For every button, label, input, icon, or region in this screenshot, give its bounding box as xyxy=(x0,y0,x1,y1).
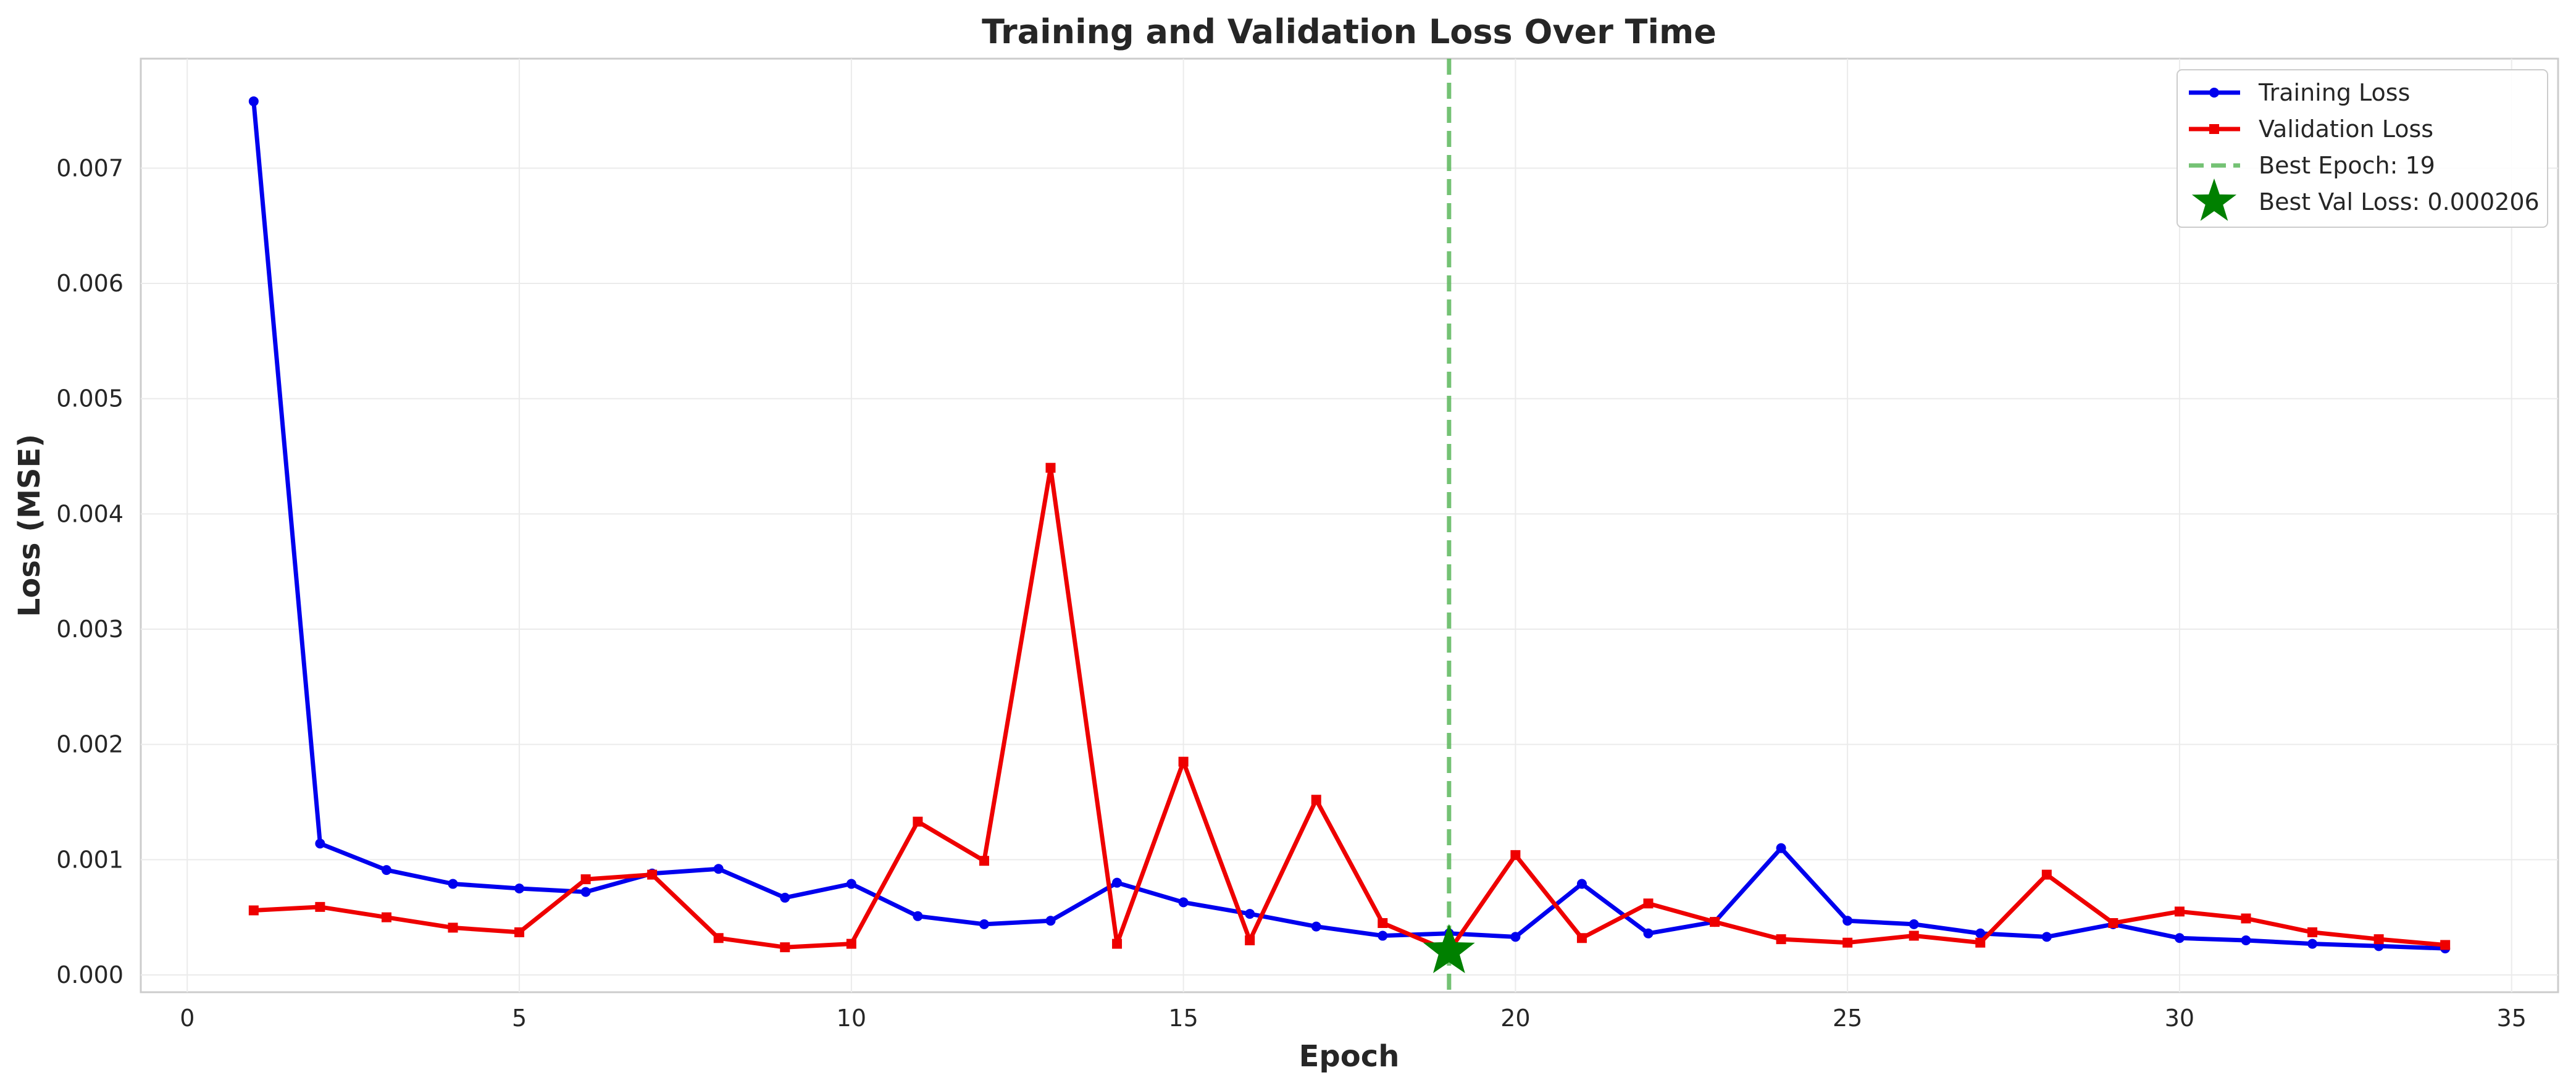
validation-loss-point xyxy=(1311,795,1321,805)
validation-loss-point xyxy=(913,816,923,827)
y-tick-label: 0.004 xyxy=(56,500,123,527)
training-loss-point xyxy=(1510,932,1521,942)
validation-loss-point xyxy=(1510,850,1521,860)
validation-loss-point xyxy=(2440,940,2451,950)
validation-loss-point xyxy=(1776,934,1786,945)
training-loss-point xyxy=(448,879,458,889)
training-loss-point xyxy=(846,879,856,889)
legend-validation-marker xyxy=(2209,124,2219,134)
x-axis-label: Epoch xyxy=(1299,1039,1400,1074)
legend-best-val-star xyxy=(2191,178,2237,221)
training-loss-point xyxy=(1776,843,1786,853)
training-loss-point xyxy=(1245,909,1255,919)
legend-training-marker xyxy=(2209,88,2219,98)
training-loss-point xyxy=(1643,928,1654,938)
x-tick-label: 30 xyxy=(2165,1005,2194,1032)
training-loss-point xyxy=(2174,933,2185,943)
training-loss-point xyxy=(514,884,525,893)
x-tick-label: 15 xyxy=(1168,1005,1198,1032)
y-tick-label: 0.007 xyxy=(56,154,123,182)
validation-loss-point xyxy=(2241,913,2251,924)
training-loss-point xyxy=(1178,897,1189,908)
validation-loss-point xyxy=(647,869,658,880)
y-tick-label: 0.003 xyxy=(56,616,123,643)
validation-loss-point xyxy=(1710,917,1720,927)
validation-loss-point xyxy=(1842,937,1853,948)
y-tick-label: 0.006 xyxy=(56,270,123,297)
training-loss-point xyxy=(315,838,325,849)
training-loss-point xyxy=(1909,919,1919,929)
validation-loss-point xyxy=(1643,898,1654,909)
validation-loss-point xyxy=(2108,918,2118,928)
x-tick-label: 35 xyxy=(2497,1005,2527,1032)
validation-loss-point xyxy=(780,942,790,953)
validation-loss-point xyxy=(381,912,391,922)
x-tick-label: 5 xyxy=(512,1005,527,1032)
validation-loss-point xyxy=(1378,918,1388,928)
training-loss-point xyxy=(1378,930,1388,941)
training-loss-point xyxy=(713,864,724,874)
training-loss-point xyxy=(1045,916,1056,926)
training-loss-point xyxy=(2307,938,2318,949)
validation-loss-point xyxy=(2174,906,2185,917)
validation-loss-series xyxy=(248,462,2451,956)
training-loss-line xyxy=(251,101,2446,951)
x-tick-label: 10 xyxy=(837,1005,866,1032)
series-layer xyxy=(248,59,2451,992)
validation-loss-point xyxy=(514,927,525,937)
y-tick-label: 0.001 xyxy=(56,846,123,873)
validation-loss-point xyxy=(448,922,458,933)
y-axis-label: Loss (MSE) xyxy=(12,434,47,617)
validation-loss-line xyxy=(253,466,2446,953)
training-loss-point xyxy=(2241,935,2251,945)
training-loss-point xyxy=(979,919,989,929)
y-tick-label: 0.005 xyxy=(56,385,123,412)
validation-loss-point xyxy=(1909,930,1919,941)
validation-loss-point xyxy=(1178,756,1189,767)
x-tick-label: 25 xyxy=(1833,1005,1862,1032)
validation-loss-point xyxy=(846,938,856,949)
validation-loss-point xyxy=(1245,935,1255,945)
validation-loss-point xyxy=(315,901,325,912)
validation-loss-point xyxy=(580,874,591,885)
best-val-star xyxy=(1423,924,1475,974)
training-loss-point xyxy=(1975,928,1986,938)
training-loss-point xyxy=(780,892,790,903)
legend: Training Loss Validation Loss Best Epoch… xyxy=(2177,69,2548,228)
validation-loss-point xyxy=(713,933,724,943)
chart-title: Training and Validation Loss Over Time xyxy=(982,12,1717,51)
tick-labels: 0 5 10 15 20 25 30 35 0.000 0.001 0.002 0.003 0.004 0… xyxy=(56,154,2527,1032)
y-tick-label: 0.000 xyxy=(56,961,123,989)
legend-best-epoch-label: Best Epoch: 19 xyxy=(2259,152,2435,179)
validation-loss-point xyxy=(979,856,989,866)
validation-loss-point xyxy=(1975,937,1986,948)
training-loss-point xyxy=(381,865,391,876)
x-tick-label: 20 xyxy=(1500,1005,1530,1032)
training-loss-point xyxy=(1842,916,1853,926)
validation-loss-point xyxy=(1112,938,1123,949)
x-tick-label: 0 xyxy=(180,1005,194,1032)
validation-loss-point xyxy=(1045,462,1056,473)
legend-best-val-label: Best Val Loss: 0.000206 xyxy=(2259,188,2540,215)
plot-area xyxy=(140,57,2559,993)
validation-loss-point xyxy=(2307,927,2318,937)
legend-box xyxy=(2177,69,2548,228)
training-loss-point xyxy=(248,96,259,107)
training-loss-point xyxy=(1311,921,1321,932)
validation-loss-point xyxy=(248,905,259,916)
training-loss-point xyxy=(1112,877,1123,888)
training-loss-point xyxy=(1576,879,1587,889)
validation-loss-point xyxy=(2373,934,2384,945)
training-loss-point xyxy=(913,911,923,921)
training-loss-point xyxy=(580,887,591,897)
y-tick-label: 0.002 xyxy=(56,731,123,758)
validation-loss-point xyxy=(1576,933,1587,943)
validation-loss-point xyxy=(2041,869,2052,880)
legend-validation-label: Validation Loss xyxy=(2259,115,2433,143)
training-loss-point xyxy=(2041,932,2052,942)
legend-training-label: Training Loss xyxy=(2258,79,2410,106)
